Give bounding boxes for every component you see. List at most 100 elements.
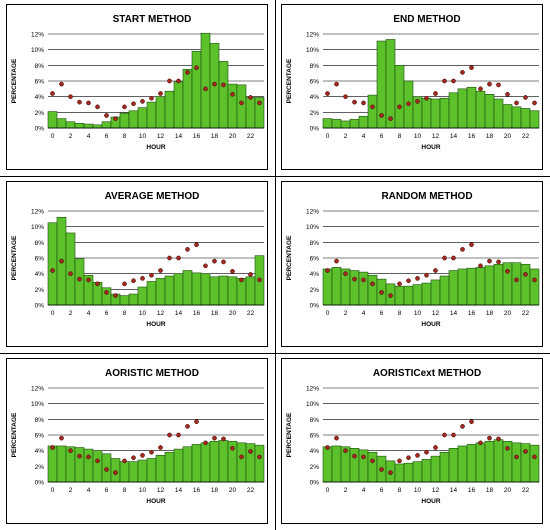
- data-point: [104, 290, 109, 295]
- data-point: [176, 78, 181, 84]
- data-point: [352, 453, 357, 459]
- data-point: [257, 100, 262, 106]
- data-point: [122, 281, 127, 287]
- bar: [56, 445, 67, 483]
- data-point: [194, 419, 199, 425]
- x-tick-label: 6: [105, 310, 109, 317]
- x-tick-label: 2: [69, 133, 73, 140]
- data-point: [113, 470, 118, 475]
- x-tick-label: 4: [87, 487, 91, 494]
- y-tick-label: 10%: [31, 224, 44, 231]
- x-tick-label: 10: [139, 487, 147, 494]
- data-point: [505, 268, 510, 274]
- x-tick-label: 20: [504, 487, 512, 494]
- bar: [128, 110, 139, 129]
- bar: [358, 115, 369, 129]
- bar: [74, 258, 85, 306]
- bar: [164, 275, 175, 306]
- x-tick-label: 20: [504, 133, 512, 140]
- end-method-chart: END METHOD 0% 2% 4% 6% 8% 10% 12% PERCENTAGE 0 2 4 6…: [286, 14, 540, 151]
- y-axis-label: PERCENTAGE: [286, 235, 293, 280]
- data-point: [149, 449, 154, 455]
- data-point: [158, 445, 163, 450]
- data-point: [388, 116, 393, 121]
- chart-panel-aoristic: AORISTIC METHOD 0% 2% 4% 6% 8% 10% 12% PERCENTAG…: [0, 354, 275, 530]
- bar: [173, 81, 184, 129]
- bar: [340, 120, 351, 129]
- data-point: [424, 95, 429, 101]
- bar: [191, 50, 202, 129]
- y-tick-label: 10%: [306, 401, 319, 408]
- data-point: [370, 458, 375, 464]
- bar: [385, 39, 396, 129]
- bar: [466, 444, 477, 483]
- data-point: [140, 276, 145, 281]
- data-point: [406, 278, 411, 284]
- data-point: [397, 281, 402, 287]
- bar: [529, 444, 540, 483]
- bar: [146, 458, 157, 483]
- data-point: [469, 242, 474, 248]
- data-point: [230, 445, 235, 451]
- data-point: [478, 263, 483, 269]
- data-point: [50, 445, 55, 450]
- bar: [119, 295, 130, 306]
- x-tick-label: 16: [193, 133, 201, 140]
- data-point: [505, 445, 510, 451]
- average-method-chart: AVERAGE METHOD 0% 2% 4% 6% 8% 10% 12% PERCENTAGE…: [11, 191, 265, 328]
- data-point: [185, 424, 190, 429]
- x-tick-label: 0: [326, 487, 330, 494]
- y-tick-label: 10%: [31, 401, 44, 408]
- bar: [47, 111, 58, 129]
- data-point: [325, 91, 330, 96]
- x-axis-label: HOUR: [146, 321, 165, 328]
- bar: [493, 263, 504, 306]
- x-tick-label: 4: [362, 310, 366, 317]
- data-point: [203, 263, 208, 269]
- y-axis-label: PERCENTAGE: [11, 58, 18, 103]
- data-point: [442, 432, 447, 438]
- y-tick-label: 4%: [310, 271, 320, 278]
- x-tick-label: 0: [51, 487, 55, 494]
- data-point: [230, 268, 235, 274]
- data-point: [212, 81, 217, 87]
- data-point: [194, 242, 199, 248]
- data-point: [460, 247, 465, 252]
- data-point: [343, 448, 348, 454]
- bar: [457, 268, 468, 306]
- bar: [155, 96, 166, 129]
- data-point: [415, 453, 420, 458]
- bar: [322, 446, 333, 483]
- x-tick-label: 22: [522, 133, 530, 140]
- data-point: [77, 99, 82, 105]
- bar: [218, 61, 229, 129]
- data-point: [406, 101, 411, 107]
- panel-divider-row-1: [0, 176, 550, 177]
- x-tick-label: 10: [139, 133, 147, 140]
- data-point: [59, 435, 64, 441]
- bar: [331, 445, 342, 483]
- data-point: [361, 454, 366, 460]
- y-tick-label: 4%: [310, 94, 320, 101]
- data-point: [442, 255, 447, 261]
- data-point: [203, 440, 208, 446]
- y-tick-label: 12%: [31, 32, 44, 39]
- data-point: [140, 99, 145, 104]
- data-point: [532, 100, 537, 106]
- y-tick-label: 0%: [310, 303, 320, 310]
- data-point: [496, 436, 501, 442]
- bar: [331, 267, 342, 306]
- data-point: [131, 101, 136, 107]
- y-tick-label: 6%: [310, 79, 320, 86]
- x-tick-label: 0: [326, 310, 330, 317]
- y-tick-label: 12%: [306, 32, 319, 39]
- x-tick-label: 22: [247, 133, 255, 140]
- data-point: [334, 258, 339, 264]
- data-point: [487, 81, 492, 87]
- x-tick-label: 4: [362, 133, 366, 140]
- x-tick-label: 2: [344, 133, 348, 140]
- data-point: [104, 113, 109, 118]
- x-tick-label: 6: [380, 310, 384, 317]
- bar: [367, 94, 378, 129]
